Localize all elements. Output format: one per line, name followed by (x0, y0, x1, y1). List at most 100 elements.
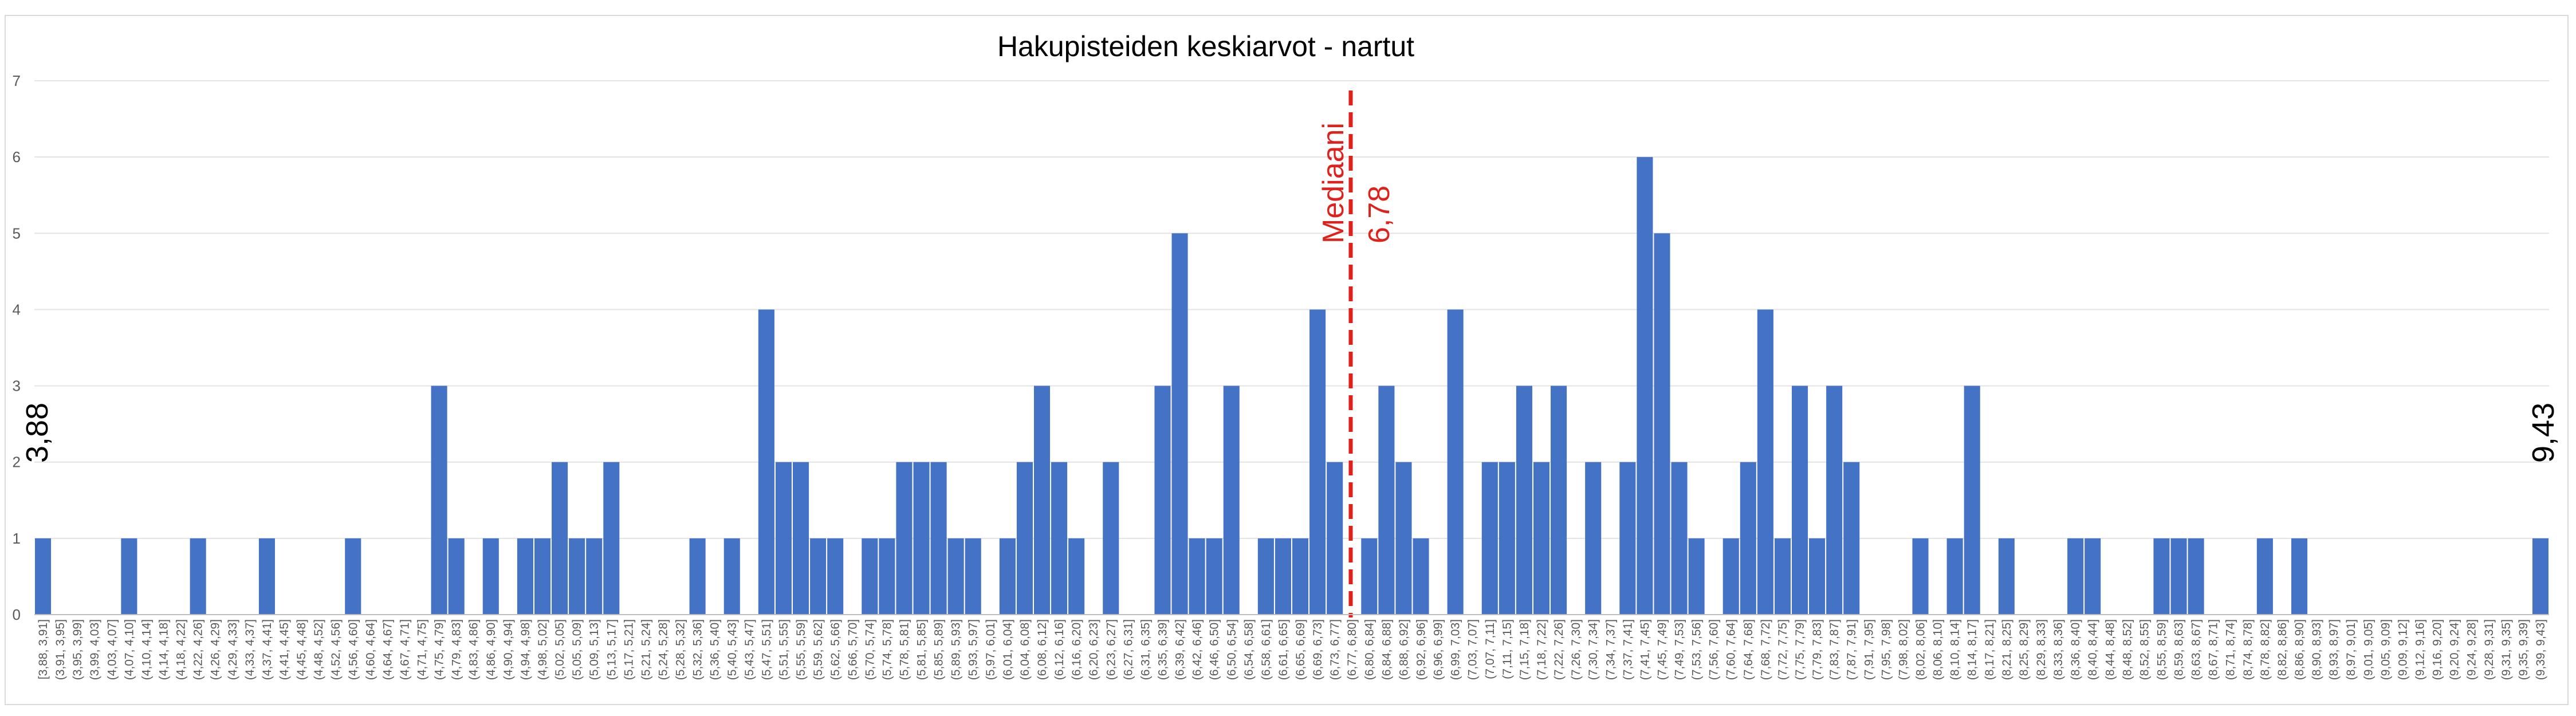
gridlines (34, 80, 2549, 539)
histogram-bar (827, 538, 844, 615)
histogram-bar (1395, 462, 1412, 615)
x-tick-label: (8,17, 8,21] (1983, 619, 1996, 680)
x-tick-label: (5,40, 5,43] (726, 619, 739, 680)
x-tick-label: (5,85, 5,89] (933, 619, 946, 680)
x-tick-label: (4,33, 4,37] (243, 619, 257, 680)
histogram-bar (879, 538, 895, 615)
x-tick-label: (5,09, 5,13] (588, 619, 601, 680)
x-tick-label: (6,04, 6,08] (1018, 619, 1032, 680)
x-tick-label: (6,42, 6,46] (1191, 619, 1204, 680)
x-tick-label: (3,91, 3,95] (54, 619, 67, 680)
x-tick-label: (5,21, 5,24] (639, 619, 652, 680)
histogram-bar (793, 462, 809, 615)
histogram-bar (913, 462, 930, 615)
x-tick-label: (5,17, 5,21] (622, 619, 635, 680)
x-tick-label: (6,88, 6,92] (1397, 619, 1410, 680)
x-tick-label: (7,91, 7,95] (1862, 619, 1875, 680)
histogram-bar (1171, 233, 1188, 615)
x-tick-label: (7,22, 7,26] (1552, 619, 1566, 680)
x-tick-label: (8,40, 8,44] (2086, 619, 2099, 680)
x-tick-label: (5,32, 5,36] (691, 619, 705, 680)
x-tick-label: (5,59, 5,62] (812, 619, 825, 680)
histogram-bar (1051, 462, 1068, 615)
x-tick-label: (6,31, 6,35] (1139, 619, 1152, 680)
histogram-bar (1361, 538, 1378, 615)
histogram-bar (431, 385, 447, 615)
histogram-bar (586, 538, 603, 615)
histogram-bar (1413, 538, 1429, 615)
x-tick-label: (8,33, 8,36] (2052, 619, 2065, 680)
histogram-bar (723, 538, 740, 615)
histogram-bar (1275, 538, 1291, 615)
x-tick-label: (4,45, 4,48] (295, 619, 308, 680)
x-tick-label: (6,80, 6,84] (1363, 619, 1376, 680)
x-tick-label: (6,99, 7,03] (1449, 619, 1462, 680)
x-tick-label: (6,92, 6,96] (1415, 619, 1428, 680)
x-tick-label: (5,78, 5,81] (898, 619, 911, 680)
x-tick-label: (9,12, 9,16] (2413, 619, 2426, 680)
x-tick-label: (8,44, 8,48] (2103, 619, 2117, 680)
histogram-bar (2085, 538, 2101, 615)
x-tick-label: (8,06, 8,10] (1932, 619, 1945, 680)
x-tick-label: (5,89, 5,93] (950, 619, 963, 680)
histogram-bar (810, 538, 827, 615)
histogram-bar (999, 538, 1016, 615)
x-tick-label: (8,63, 8,67] (2190, 619, 2203, 680)
x-tick-label: (4,90, 4,94] (502, 619, 515, 680)
histogram-bar (1637, 157, 1653, 615)
x-tick-label: (5,36, 5,40] (709, 619, 722, 680)
x-tick-label: (5,93, 5,97] (967, 619, 980, 680)
histogram-bar (758, 309, 774, 615)
x-tick-label: (6,96, 6,99] (1432, 619, 1445, 680)
x-tick-label: (4,48, 4,52] (312, 619, 325, 680)
x-tick-label: (7,45, 7,49] (1655, 619, 1669, 680)
x-tick-label: (7,79, 7,83] (1811, 619, 1824, 680)
x-tick-label: (6,46, 6,50] (1208, 619, 1221, 680)
x-tick-label: (8,59, 8,63] (2173, 619, 2186, 680)
x-tick-label: (4,10, 4,14] (140, 619, 153, 680)
x-tick-label: (7,75, 7,79] (1794, 619, 1807, 680)
x-tick-label: (4,98, 5,02] (536, 619, 549, 680)
histogram-bar (1481, 462, 1498, 615)
x-tick-label: (7,83, 7,87] (1828, 619, 1841, 680)
histogram-bar (1809, 538, 1826, 615)
x-tick-label: (7,34, 7,37] (1604, 619, 1617, 680)
x-tick-label: (8,67, 8,71] (2207, 619, 2220, 680)
x-tick-label: (7,11, 7,15] (1501, 619, 1514, 679)
x-tick-label: (5,55, 5,59] (795, 619, 808, 680)
y-tick-label: 7 (13, 72, 21, 89)
x-tick-label: (4,86, 4,90] (485, 619, 498, 680)
histogram-bar (448, 538, 465, 615)
median-label: Mediaani (1317, 123, 1350, 243)
x-tick-label: (4,26, 4,29] (209, 619, 222, 680)
x-tick-label: (8,25, 8,29] (2017, 619, 2031, 680)
x-tick-label: (6,39, 6,42] (1174, 619, 1187, 680)
x-tick-label: (7,37, 7,41] (1621, 619, 1634, 680)
x-tick-label: (8,29, 8,33] (2035, 619, 2048, 680)
x-tick-label: (6,65, 6,69] (1294, 619, 1307, 680)
x-tick-label: (7,49, 7,53] (1673, 619, 1686, 680)
x-tick-label: (6,08, 6,12] (1036, 619, 1049, 680)
y-axis-ticks: 0 1 2 3 4 5 6 7 (13, 72, 21, 623)
histogram-bar (190, 538, 206, 615)
x-tick-label: (6,01, 6,04] (1001, 619, 1014, 680)
x-tick-label: (5,47, 5,51] (760, 619, 773, 680)
x-tick-label: (8,48, 8,52] (2121, 619, 2134, 680)
histogram-bar (517, 538, 533, 615)
histogram-bar (1722, 538, 1739, 615)
x-tick-label: (5,28, 5,32] (674, 619, 687, 680)
x-tick-label: (4,56, 4,60] (347, 619, 360, 680)
histogram-bar (1206, 538, 1222, 615)
x-tick-label: (4,52, 4,56] (329, 619, 343, 680)
x-tick-label: (3,95, 3,99] (71, 619, 84, 680)
x-tick-label: (9,35, 9,39] (2517, 619, 2530, 680)
y-tick-label: 2 (13, 454, 21, 471)
histogram-bar (1740, 462, 1756, 615)
histogram-bar (552, 462, 568, 615)
x-tick-label: (5,02, 5,05] (553, 619, 567, 680)
x-tick-label: (7,98, 8,02] (1897, 619, 1910, 680)
x-tick-label: (7,03, 7,07] (1466, 619, 1480, 680)
x-tick-label: (7,30, 7,34] (1587, 619, 1600, 680)
x-tick-label: (5,70, 5,74] (863, 619, 876, 680)
